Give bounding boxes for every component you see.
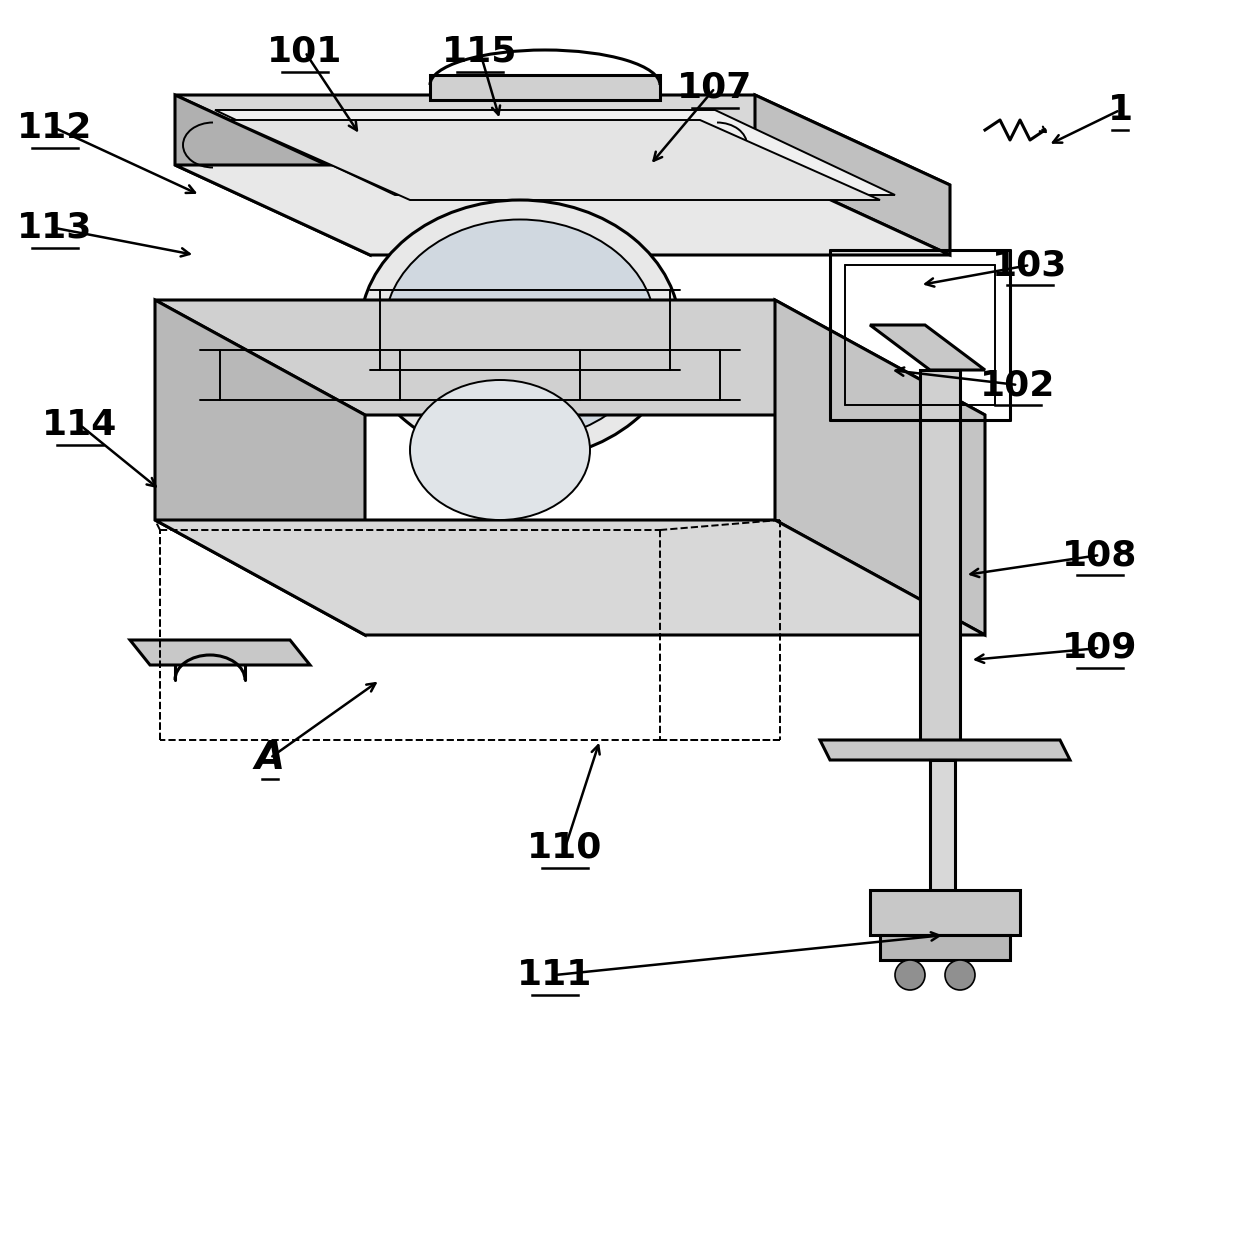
Ellipse shape [360,200,680,460]
Text: 108: 108 [1063,538,1137,573]
Circle shape [472,322,489,338]
Text: A: A [255,739,285,777]
Text: 111: 111 [517,958,593,992]
Text: 109: 109 [1063,631,1138,664]
Circle shape [945,960,975,990]
Circle shape [622,322,639,338]
Polygon shape [870,325,985,370]
Polygon shape [175,165,950,255]
Polygon shape [775,301,985,635]
Polygon shape [229,120,880,200]
Polygon shape [155,520,985,635]
Circle shape [412,322,428,338]
Text: 113: 113 [17,211,93,245]
Polygon shape [130,640,310,664]
Polygon shape [880,935,1011,960]
Polygon shape [430,75,660,101]
Text: 1: 1 [1107,93,1132,127]
Text: 107: 107 [677,71,753,106]
Text: 101: 101 [268,35,342,70]
Polygon shape [755,94,950,255]
Text: 114: 114 [42,409,118,442]
Text: 110: 110 [527,831,603,864]
Ellipse shape [410,380,590,520]
Text: 102: 102 [981,368,1055,402]
Text: 112: 112 [17,111,93,145]
Polygon shape [175,94,950,185]
Polygon shape [215,111,895,195]
Circle shape [591,322,608,338]
Circle shape [532,322,548,338]
Polygon shape [155,301,365,635]
Polygon shape [155,301,985,415]
Circle shape [895,960,925,990]
Polygon shape [175,94,370,255]
Polygon shape [820,740,1070,760]
Text: 103: 103 [992,248,1068,282]
Polygon shape [920,370,960,750]
Polygon shape [930,760,955,900]
Text: 115: 115 [443,35,517,70]
Ellipse shape [384,220,656,441]
Polygon shape [870,891,1021,935]
